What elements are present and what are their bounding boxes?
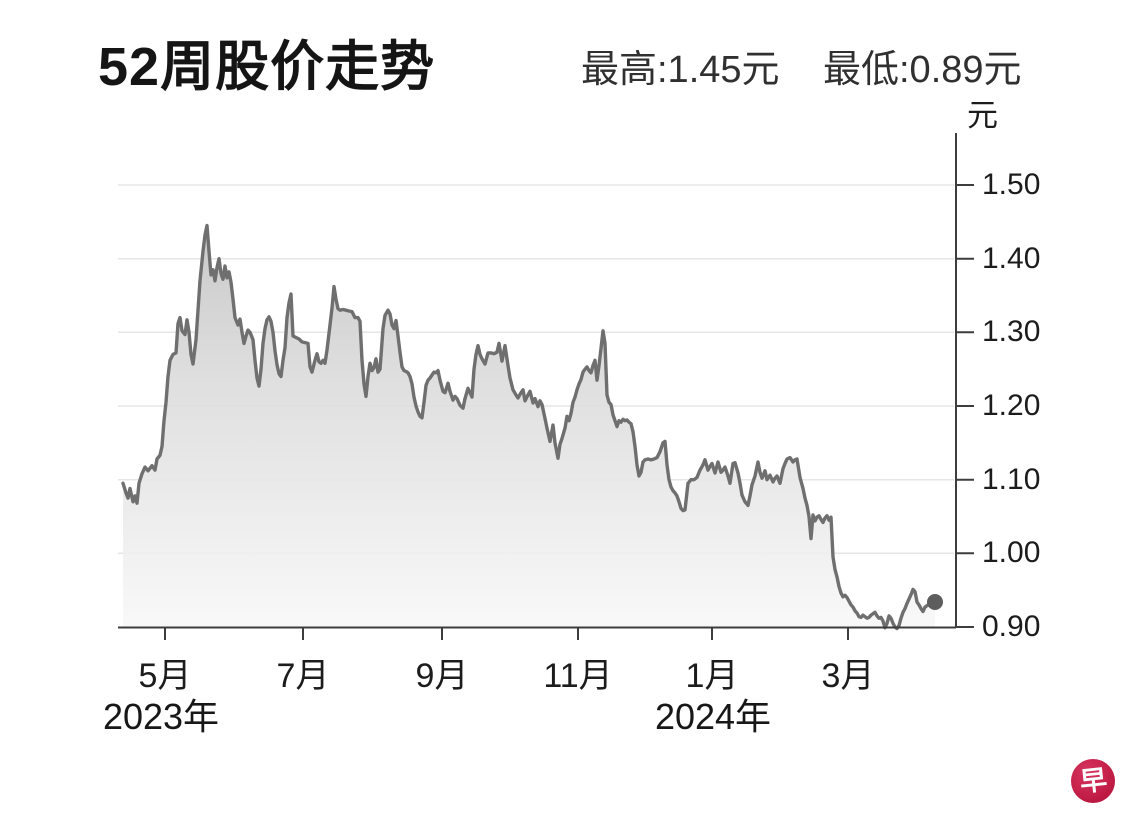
page-title: 52周股价走势	[98, 37, 436, 97]
x-axis-label: 3月	[821, 657, 875, 695]
y-axis-label: 1.40	[982, 242, 1041, 275]
x-axis-label: 11月	[543, 657, 613, 695]
x-axis-label: 7月	[276, 657, 330, 695]
y-axis-unit-label: 元	[967, 98, 998, 133]
axes	[118, 133, 957, 629]
price-area-fill	[123, 225, 935, 629]
year-label: 2023年	[102, 696, 220, 737]
zaobao-logo: 早	[1071, 759, 1115, 803]
year-label: 2024年	[654, 696, 772, 737]
zaobao-logo-char: 早	[1077, 764, 1108, 797]
high-price-stat: 最高:1.45元	[581, 49, 780, 91]
y-axis-label: 1.30	[982, 315, 1041, 348]
y-axis-label: 1.20	[982, 389, 1041, 422]
x-axis-label: 9月	[415, 657, 469, 695]
low-price-stat: 最低:0.89元	[823, 49, 1022, 91]
price-line	[121, 223, 937, 631]
y-axis-label: 0.90	[982, 610, 1041, 643]
y-axis-label: 1.00	[982, 536, 1041, 569]
y-axis-label: 1.50	[982, 168, 1041, 201]
last-price-dot	[927, 594, 943, 610]
y-axis-label: 1.10	[982, 463, 1041, 496]
x-axis-label: 5月	[138, 657, 192, 695]
x-axis-label: 1月	[685, 657, 739, 695]
